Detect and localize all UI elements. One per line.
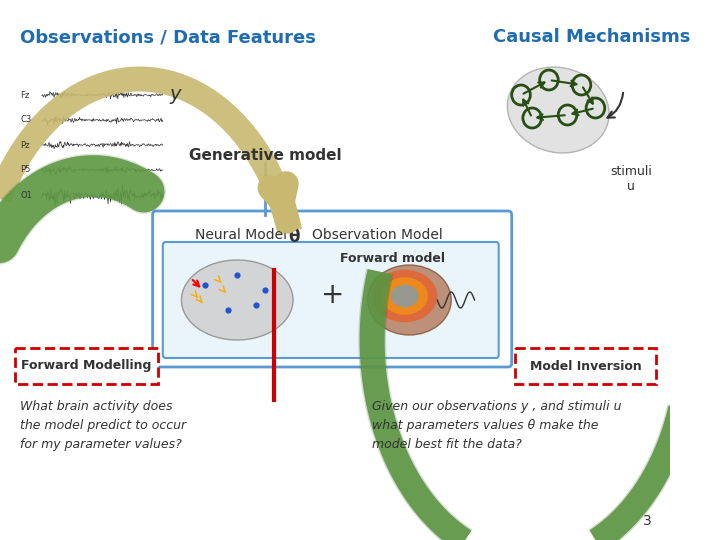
Text: Forward model: Forward model <box>340 252 444 265</box>
Text: Fz: Fz <box>20 91 30 99</box>
Point <box>199 281 210 289</box>
Text: stimuli
u: stimuli u <box>610 165 652 193</box>
FancyBboxPatch shape <box>515 348 656 384</box>
Ellipse shape <box>391 285 418 307</box>
Point <box>222 306 234 314</box>
Ellipse shape <box>181 260 293 340</box>
Text: P5: P5 <box>20 165 31 174</box>
Text: Observations / Data Features: Observations / Data Features <box>20 28 316 46</box>
Text: Causal Mechanisms: Causal Mechanisms <box>493 28 690 46</box>
Text: Model Inversion: Model Inversion <box>530 360 642 373</box>
FancyBboxPatch shape <box>163 242 499 358</box>
Text: y: y <box>169 85 181 105</box>
Text: Generative model: Generative model <box>189 147 341 163</box>
Point <box>259 286 271 294</box>
Text: C3: C3 <box>20 116 32 125</box>
Text: Forward Modelling: Forward Modelling <box>22 360 152 373</box>
Ellipse shape <box>382 277 428 315</box>
Text: What brain activity does
the model predict to occur
for my parameter values?: What brain activity does the model predi… <box>20 400 186 451</box>
Text: Given our observations y , and stimuli u
what parameters values θ make the
model: Given our observations y , and stimuli u… <box>372 400 621 451</box>
Text: Observation Model: Observation Model <box>312 228 442 242</box>
Point <box>250 301 261 309</box>
Text: Pz: Pz <box>20 140 30 150</box>
Text: Neural Model: Neural Model <box>195 228 287 242</box>
FancyBboxPatch shape <box>15 348 158 384</box>
FancyBboxPatch shape <box>153 211 512 367</box>
Text: 3: 3 <box>642 514 652 528</box>
Text: O1: O1 <box>20 191 32 199</box>
Text: θ: θ <box>289 228 300 246</box>
Ellipse shape <box>372 270 437 322</box>
Text: +: + <box>321 281 345 309</box>
Ellipse shape <box>508 67 609 153</box>
Point <box>232 271 243 279</box>
Ellipse shape <box>367 265 451 335</box>
